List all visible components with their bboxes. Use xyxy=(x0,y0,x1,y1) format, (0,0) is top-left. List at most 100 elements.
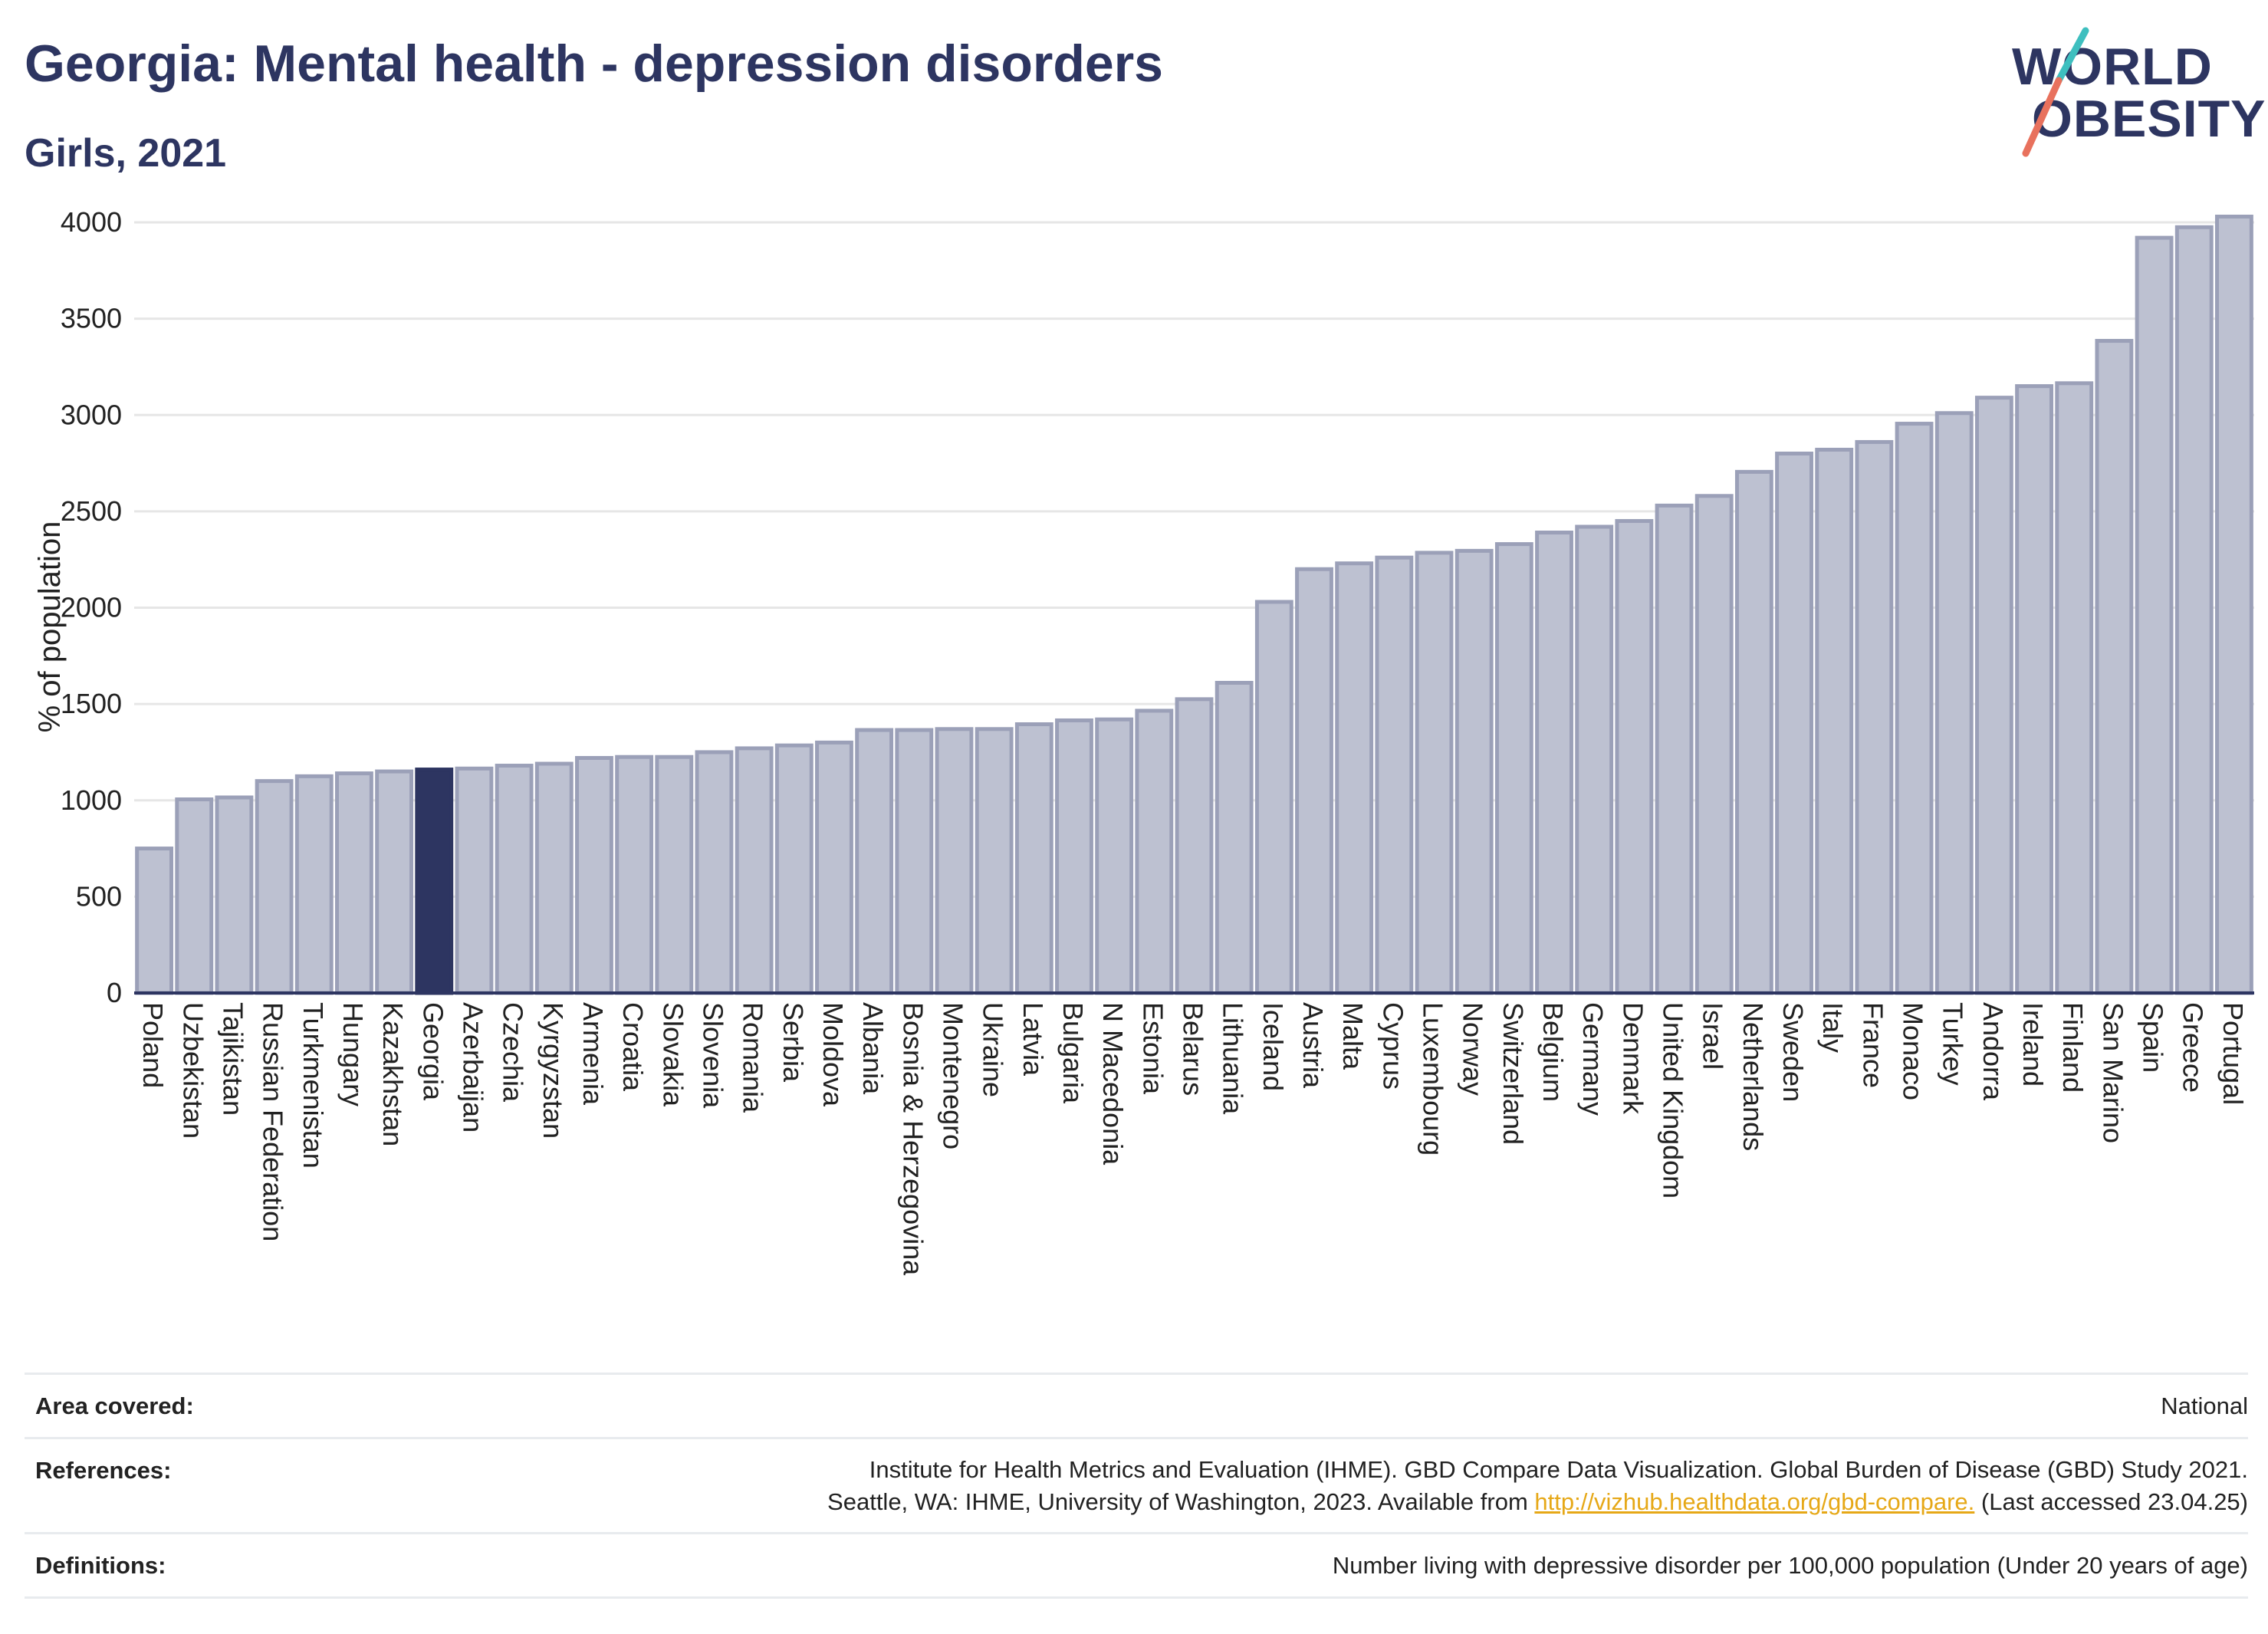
x-tick-label: Hungary xyxy=(337,1002,369,1106)
y-tick-label: 2000 xyxy=(61,592,122,623)
x-tick-label: Croatia xyxy=(617,1002,649,1092)
logo-text-world: WORLD xyxy=(2012,38,2213,96)
y-tick-label: 500 xyxy=(76,880,122,912)
x-tick-label: Denmark xyxy=(1617,1002,1648,1115)
bar-andorra xyxy=(1974,396,2013,995)
x-tick-label: Bulgaria xyxy=(1057,1002,1089,1104)
references-link[interactable]: http://vizhub.healthdata.org/gbd-compare… xyxy=(1534,1488,1975,1515)
references-text-post: (Last accessed 23.04.25) xyxy=(1974,1488,2248,1515)
x-tick-label: Luxembourg xyxy=(1418,1002,1449,1156)
bar-montenegro xyxy=(935,727,974,995)
x-tick-label: Moldova xyxy=(817,1002,849,1107)
bar-belgium xyxy=(1535,531,1573,995)
y-axis-title: % of population xyxy=(33,521,67,733)
x-tick-label: Italy xyxy=(1817,1002,1849,1053)
x-tick-label: Turkmenistan xyxy=(297,1002,329,1169)
x-tick-label: Tajikistan xyxy=(217,1002,248,1116)
x-tick-label: Monaco xyxy=(1898,1002,1929,1100)
bar-greece xyxy=(2174,225,2214,995)
bar-serbia xyxy=(774,743,814,995)
references-line-2: Seattle, WA: IHME, University of Washing… xyxy=(368,1486,2248,1518)
bar-romania xyxy=(735,746,774,995)
bar-croatia xyxy=(615,755,654,995)
info-row-references: References: Institute for Health Metrics… xyxy=(25,1437,2248,1534)
x-tick-label: Armenia xyxy=(577,1002,609,1106)
bar-switzerland xyxy=(1494,542,1533,995)
y-tick-label: 3500 xyxy=(61,303,122,334)
bar-france xyxy=(1855,439,1894,995)
y-tick-label: 1500 xyxy=(61,688,122,719)
x-tick-label: Serbia xyxy=(777,1002,809,1083)
bar-layer xyxy=(135,214,2253,995)
bar-tajikistan xyxy=(215,795,254,995)
x-tick-label: Slovenia xyxy=(697,1002,728,1109)
x-tick-label: Ireland xyxy=(2017,1002,2049,1087)
y-tick-label: 0 xyxy=(107,977,122,1008)
bar-finland xyxy=(2055,381,2094,995)
bar-sweden xyxy=(1775,452,1813,995)
x-tick-label: Austria xyxy=(1297,1002,1329,1089)
x-tick-label: Spain xyxy=(2138,1002,2169,1073)
bar-turkey xyxy=(1934,411,1974,995)
definitions-label: Definitions: xyxy=(25,1532,357,1599)
references-label: References: xyxy=(25,1437,357,1534)
x-tick-label: Montenegro xyxy=(937,1002,968,1149)
x-tick-label: Czechia xyxy=(498,1002,529,1103)
chart-subtitle: Girls, 2021 xyxy=(25,131,227,176)
x-tick-label: Azerbaijan xyxy=(457,1002,488,1133)
bar-spain xyxy=(2135,235,2174,995)
x-tick-label: Finland xyxy=(2057,1002,2089,1093)
bar-czechia xyxy=(495,764,534,995)
bar-moldova xyxy=(815,740,853,995)
chart-title: Georgia: Mental health - depression diso… xyxy=(25,35,1163,93)
x-tick-label: Bosnia & Herzegovina xyxy=(897,1002,929,1276)
bar-uzbekistan xyxy=(175,797,214,995)
bar-azerbaijan xyxy=(455,766,494,995)
x-tick-label: Andorra xyxy=(1977,1002,2009,1101)
x-tick-label: Latvia xyxy=(1017,1002,1049,1077)
bar-iceland xyxy=(1254,600,1293,995)
bar-bosnia-herzegovina xyxy=(895,728,934,995)
bar-norway xyxy=(1454,548,1494,995)
bar-cyprus xyxy=(1375,555,1414,995)
x-tick-label: N Macedonia xyxy=(1097,1002,1129,1165)
bar-n-macedonia xyxy=(1095,717,1134,995)
world-obesity-logo: WORLD OBESITY xyxy=(2001,23,2266,161)
logo-slash-icon xyxy=(2022,27,2089,157)
info-row-area: Area covered: National xyxy=(25,1373,2248,1439)
bar-armenia xyxy=(575,755,613,995)
y-tick-label: 3000 xyxy=(61,399,122,430)
bar-belarus xyxy=(1175,697,1214,995)
definitions-value: Number living with depressive disorder p… xyxy=(357,1532,2248,1599)
bar-albania xyxy=(855,728,894,995)
bar-latvia xyxy=(1014,722,1053,995)
bar-malta xyxy=(1335,561,1374,995)
bar-austria xyxy=(1295,567,1333,995)
bar-germany xyxy=(1575,524,1614,995)
bar-hungary xyxy=(335,771,373,995)
x-tick-label: Kazakhstan xyxy=(377,1002,409,1146)
x-tick-label: Portugal xyxy=(2217,1002,2249,1105)
x-tick-label: Norway xyxy=(1458,1002,1489,1096)
bar-kyrgyzstan xyxy=(534,761,574,995)
x-tick-label: Israel xyxy=(1698,1002,1729,1070)
x-tick-label: Uzbekistan xyxy=(177,1002,209,1139)
bar-bulgaria xyxy=(1055,718,1093,995)
area-covered-value: National xyxy=(357,1373,2248,1439)
logo-text-obesity: OBESITY xyxy=(2032,90,2266,148)
x-tick-label: Slovakia xyxy=(657,1002,689,1107)
x-tick-label: Georgia xyxy=(417,1002,449,1101)
x-tick-label: Malta xyxy=(1337,1002,1369,1070)
bar-ireland xyxy=(2015,384,2053,995)
bar-slovakia xyxy=(655,755,694,995)
x-tick-label: Belarus xyxy=(1178,1002,1209,1096)
x-tick-label: United Kingdom xyxy=(1658,1002,1689,1198)
bar-portugal xyxy=(2214,214,2253,995)
x-tick-label: Russian Federation xyxy=(258,1002,289,1241)
bar-ukraine xyxy=(975,727,1014,995)
bar-georgia xyxy=(415,768,454,995)
x-tick-label: Romania xyxy=(738,1002,769,1113)
bar-denmark xyxy=(1615,518,1654,995)
x-tick-label: Sweden xyxy=(1777,1002,1809,1102)
references-text-pre: Seattle, WA: IHME, University of Washing… xyxy=(827,1488,1535,1515)
